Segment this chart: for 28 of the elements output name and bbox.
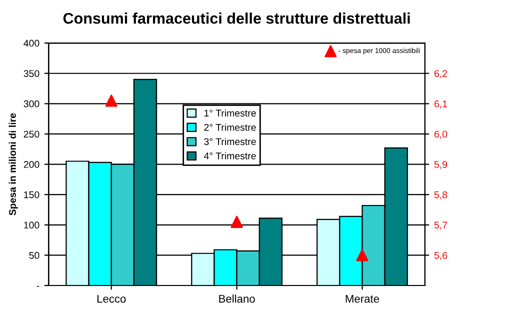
point — [356, 249, 368, 262]
y-tick-label: 50 — [29, 252, 40, 259]
y-tick-label: 300 — [24, 100, 40, 108]
x-tick-label: Lecco — [97, 294, 126, 303]
y2-tick-label: 6,0 — [434, 130, 448, 139]
x-tick-label: Bellano — [219, 294, 255, 303]
legend-label: 1° Trimestre — [204, 109, 256, 117]
y-tick-label: 200 — [24, 161, 40, 168]
point — [105, 94, 118, 107]
y2-tick-label: 5,6 — [434, 252, 448, 260]
y-tick-label: 250 — [24, 130, 40, 138]
y-tick-label: 100 — [24, 222, 40, 229]
legend-label: 2° Trimestre — [204, 124, 256, 131]
y-axis-title: Spesa in milioni di lire — [8, 113, 18, 216]
chart-title: Consumi farmaceutici delle strutture distrettuali — [63, 12, 410, 24]
y-tick-label: 400 — [24, 40, 40, 47]
y-tick-label: - — [36, 286, 40, 287]
y-tick-label: 350 — [24, 70, 40, 77]
x-tick-label: Merate — [346, 294, 380, 303]
y2-tick-label: 5,8 — [434, 191, 448, 200]
point — [230, 216, 243, 228]
y2-tick-label: 6,2 — [434, 70, 448, 78]
y-tick-label: 150 — [24, 191, 40, 198]
legend-label: 3° Trimestre — [204, 138, 256, 146]
y2-tick-label: 5,7 — [434, 222, 448, 230]
y2-tick-label: 5,9 — [434, 161, 448, 170]
legend-label: 4° Trimestre — [204, 152, 256, 160]
y2-tick-label: 6,1 — [434, 100, 448, 108]
